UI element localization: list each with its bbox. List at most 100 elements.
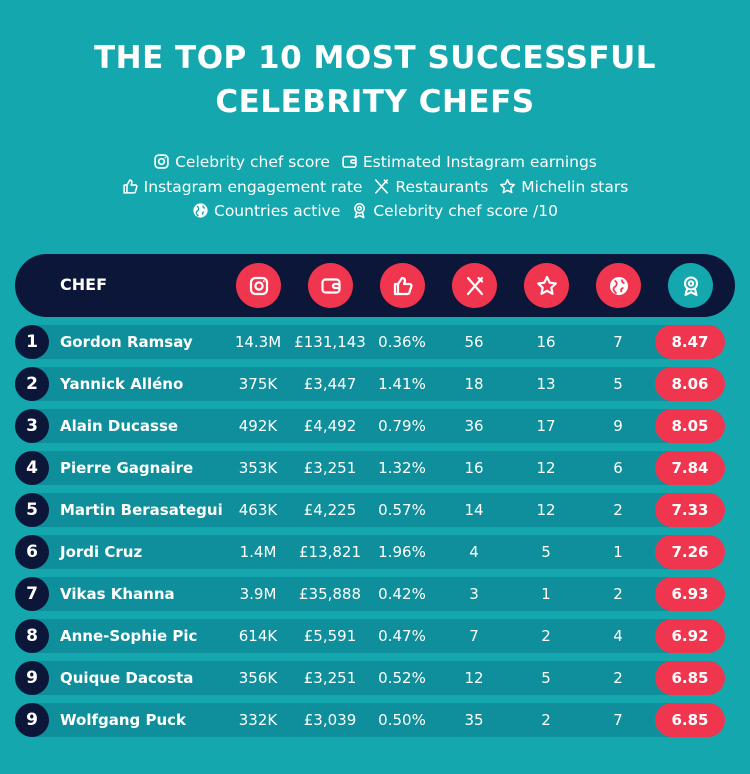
fork-knife-icon xyxy=(375,178,389,194)
rank-badge: 2 xyxy=(15,367,49,401)
award-icon xyxy=(683,275,698,296)
earnings-cell: £131,143 xyxy=(294,333,366,351)
chef-name: Martin Berasategui xyxy=(60,501,223,519)
score-badge: 8.05 xyxy=(655,409,725,443)
wallet-icon xyxy=(320,277,341,294)
followers-cell: 353K xyxy=(238,459,278,477)
page-title: THE TOP 10 MOST SUCCESSFUL CELEBRITY CHE… xyxy=(0,36,750,124)
countries-cell: 7 xyxy=(613,711,623,729)
followers-cell: 356K xyxy=(238,669,278,687)
countries-cell: 2 xyxy=(613,669,623,687)
earnings-cell: £35,888 xyxy=(298,585,362,603)
table-row: 6 Jordi Cruz 1.4M £13,821 1.96% 4 5 1 7.26 xyxy=(15,535,725,569)
header-instagram xyxy=(236,263,281,308)
legend-label: Estimated Instagram earnings xyxy=(362,153,597,171)
earnings-cell: £3,039 xyxy=(303,711,357,729)
countries-cell: 4 xyxy=(613,627,623,645)
table-row: 1 Gordon Ramsay 14.3M £131,143 0.36% 56 16 7 8.4… xyxy=(15,325,725,359)
chef-name: Yannick Alléno xyxy=(60,375,184,393)
score-badge: 7.33 xyxy=(655,493,725,527)
header-score xyxy=(668,263,713,308)
rank-badge: 3 xyxy=(15,409,49,443)
score-badge: 7.84 xyxy=(655,451,725,485)
table-row: 9 Quique Dacosta 356K £3,251 0.52% 12 5 2 6.85 xyxy=(15,661,725,695)
score-badge: 7.26 xyxy=(655,535,725,569)
row-band xyxy=(32,661,672,695)
legend-item-score: Celebrity chef score /10 xyxy=(351,202,558,220)
michelin-stars-cell: 12 xyxy=(536,459,556,477)
restaurants-cell: 36 xyxy=(464,417,484,435)
table-row: 2 Yannick Alléno 375K £3,447 1.41% 18 13 5 8.06 xyxy=(15,367,725,401)
restaurants-cell: 4 xyxy=(469,543,479,561)
legend-item-thumbs-up: Instagram engagement rate xyxy=(122,177,363,196)
rank-badge: 9 xyxy=(15,703,49,737)
countries-cell: 1 xyxy=(613,543,623,561)
followers-cell: 14.3M xyxy=(234,333,282,351)
award-icon xyxy=(354,202,366,219)
legend-item-wallet: Estimated Instagram earnings xyxy=(341,153,597,171)
michelin-stars-cell: 2 xyxy=(541,627,551,645)
countries-cell: 2 xyxy=(613,501,623,519)
engagement-cell: 0.47% xyxy=(378,627,426,645)
countries-cell: 7 xyxy=(613,333,623,351)
chef-name: Vikas Khanna xyxy=(60,585,175,603)
countries-cell: 2 xyxy=(613,585,623,603)
legend-label: Instagram engagement rate xyxy=(143,177,363,196)
row-band xyxy=(32,325,672,359)
score-badge: 6.92 xyxy=(655,619,725,653)
table-row: 7 Vikas Khanna 3.9M £35,888 0.42% 3 1 2 6.93 xyxy=(15,577,725,611)
globe-icon xyxy=(193,203,208,218)
followers-cell: 332K xyxy=(238,711,278,729)
restaurants-cell: 35 xyxy=(464,711,484,729)
followers-cell: 614K xyxy=(238,627,278,645)
earnings-cell: £4,225 xyxy=(303,501,357,519)
restaurants-cell: 12 xyxy=(464,669,484,687)
engagement-cell: 0.57% xyxy=(378,501,426,519)
followers-cell: 492K xyxy=(238,417,278,435)
thumbs-up-icon xyxy=(123,178,138,194)
michelin-stars-cell: 1 xyxy=(541,585,551,603)
legend-label: Restaurants xyxy=(395,177,489,196)
engagement-cell: 1.41% xyxy=(378,375,426,393)
rank-badge: 6 xyxy=(15,535,49,569)
chef-name: Wolfgang Puck xyxy=(60,711,187,729)
rank-badge: 9 xyxy=(15,661,49,695)
michelin-stars-cell: 12 xyxy=(536,501,556,519)
countries-cell: 6 xyxy=(613,459,623,477)
rank-badge: 4 xyxy=(15,451,49,485)
michelin-stars-cell: 17 xyxy=(536,417,556,435)
engagement-cell: 0.42% xyxy=(378,585,426,603)
instagram-icon xyxy=(249,276,268,295)
header-countries xyxy=(596,263,641,308)
table-row: 3 Alain Ducasse 492K £4,492 0.79% 36 17 9 8.05 xyxy=(15,409,725,443)
chef-column-header: CHEF xyxy=(60,275,107,294)
earnings-cell: £4,492 xyxy=(303,417,357,435)
fork-knife-icon xyxy=(466,276,483,295)
chef-name: Jordi Cruz xyxy=(60,543,143,561)
wallet-icon xyxy=(342,155,357,169)
michelin-stars-cell: 2 xyxy=(541,711,551,729)
engagement-cell: 0.79% xyxy=(378,417,426,435)
earnings-cell: £3,251 xyxy=(303,669,357,687)
instagram-icon xyxy=(154,154,169,169)
row-band xyxy=(32,451,672,485)
score-badge: 6.93 xyxy=(655,577,725,611)
row-band xyxy=(32,367,672,401)
restaurants-cell: 56 xyxy=(464,333,484,351)
legend-item-countries: Countries active xyxy=(192,202,340,220)
followers-cell: 1.4M xyxy=(239,543,277,561)
score-badge: 8.06 xyxy=(655,367,725,401)
row-band xyxy=(32,577,672,611)
star-icon xyxy=(500,178,516,193)
chef-name: Pierre Gagnaire xyxy=(60,459,194,477)
chef-name: Gordon Ramsay xyxy=(60,333,193,351)
table-row: 4 Pierre Gagnaire 353K £3,251 1.32% 16 12 6 7.84 xyxy=(15,451,725,485)
legend-label: Michelin stars xyxy=(521,177,629,196)
earnings-cell: £13,821 xyxy=(298,543,362,561)
restaurants-cell: 7 xyxy=(469,627,479,645)
followers-cell: 463K xyxy=(238,501,278,519)
legend-item-stars: Michelin stars xyxy=(499,178,628,196)
chef-name: Anne-Sophie Pic xyxy=(60,627,198,645)
engagement-cell: 0.52% xyxy=(378,669,426,687)
legend-item-instagram: Celebrity chef score xyxy=(153,153,330,171)
